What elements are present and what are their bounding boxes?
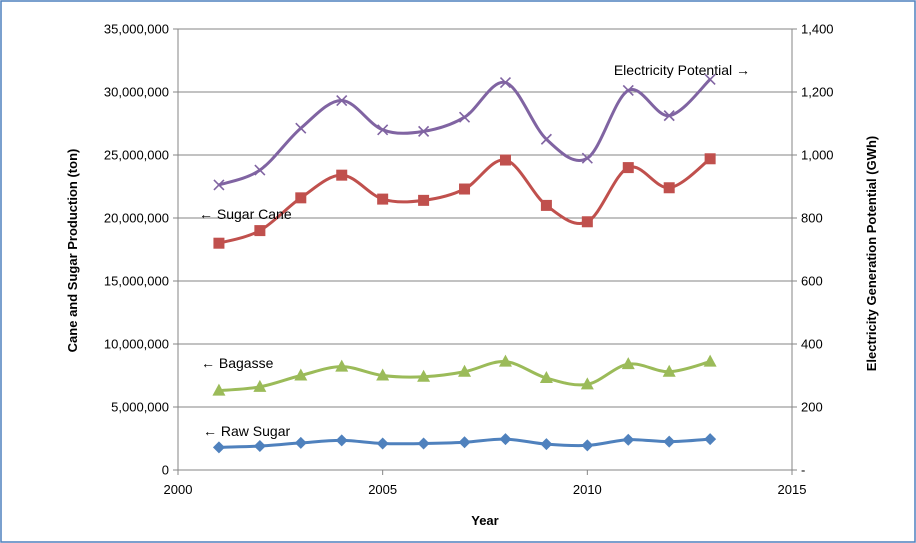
bagasse-point (621, 357, 635, 370)
y-axis-title: Cane and Sugar Production (ton) (65, 149, 80, 353)
electricity-potential-point (213, 179, 225, 191)
x-marker-stroke (418, 125, 430, 137)
electricity-potential-point (377, 124, 389, 136)
x-tick-label: 2010 (573, 482, 602, 497)
bagasse-point (458, 364, 472, 377)
sugar-cane-point (540, 199, 552, 211)
sugar-cane-point (622, 162, 634, 174)
x-marker-stroke (581, 152, 593, 164)
x-marker-stroke (295, 122, 307, 134)
y2-tick-label: - (801, 463, 805, 478)
raw-sugar-point (704, 433, 717, 446)
x-marker-stroke (622, 84, 634, 96)
raw-sugar-point (417, 437, 430, 450)
raw-sugar-point (253, 440, 266, 453)
x-marker-stroke (458, 111, 471, 123)
bagasse-point (212, 383, 226, 396)
x-axis-title: Year (471, 513, 498, 528)
raw-sugar-point (581, 439, 594, 452)
bagasse-point (539, 371, 553, 384)
sugar-cane-series (213, 153, 716, 249)
sugar-cane-point (254, 225, 266, 237)
electricity-potential-point (540, 133, 552, 145)
bagasse-point (662, 364, 676, 377)
sugar-cane-point (704, 153, 716, 165)
electricity-potential-point (254, 164, 266, 176)
y-tick-label: 10,000,000 (104, 337, 169, 352)
x-marker-stroke (663, 110, 675, 122)
raw-sugar-point (212, 441, 225, 454)
y-tick-label: 5,000,000 (111, 400, 169, 415)
raw-sugar-point (376, 437, 389, 450)
raw-sugar-label: ← Raw Sugar (203, 423, 290, 439)
y2-tick-label: 600 (801, 274, 823, 289)
raw-sugar-point (540, 438, 553, 451)
raw-sugar-point (622, 433, 635, 446)
raw-sugar-point (663, 435, 676, 448)
y-tick-label: 20,000,000 (104, 211, 169, 226)
x-marker-stroke (704, 73, 716, 85)
raw-sugar-point (294, 436, 307, 449)
raw-sugar-point (499, 433, 512, 446)
x-marker-stroke (254, 164, 266, 176)
x-tick-label: 2015 (778, 482, 807, 497)
sugar-cane-point (499, 154, 511, 166)
y-tick-label: 15,000,000 (104, 274, 169, 289)
y-tick-label: 0 (162, 463, 169, 478)
electricity-potential-point (704, 73, 716, 85)
y2-tick-label: 400 (801, 337, 823, 352)
raw-sugar-point (458, 436, 471, 449)
electricity-potential-point (418, 125, 430, 137)
sugar-cane-point (581, 216, 593, 228)
x-tick-label: 2005 (368, 482, 397, 497)
electricity-potential-point (458, 111, 471, 123)
bagasse-label: ← Bagasse (201, 355, 274, 371)
raw-sugar-point (335, 434, 348, 447)
bagasse-series (212, 354, 717, 396)
y2-tick-label: 1,000 (801, 148, 834, 163)
bagasse-point (335, 359, 349, 372)
x-marker-stroke (213, 179, 225, 191)
sugar-cane-point (295, 192, 307, 204)
bagasse-point (253, 379, 267, 392)
bagasse-point (376, 368, 390, 381)
x-marker-stroke (499, 76, 512, 89)
x-marker-stroke (377, 124, 389, 136)
x-tick-label: 2000 (164, 482, 193, 497)
raw-sugar-series (212, 433, 717, 454)
bagasse-point (498, 354, 512, 367)
electricity-potential-point (499, 76, 512, 89)
y-tick-label: 35,000,000 (104, 22, 169, 37)
sugar-cane-label: ← Sugar Cane (199, 206, 292, 222)
bagasse-point (417, 369, 431, 382)
y-tick-label: 30,000,000 (104, 85, 169, 100)
electricity-potential-series (213, 73, 716, 191)
bagasse-point (294, 368, 308, 381)
bagasse-point (703, 354, 717, 367)
electricity-potential-point (663, 110, 675, 122)
y2-tick-label: 1,200 (801, 85, 834, 100)
electricity-potential-point (581, 152, 593, 164)
sugar-cane-point (663, 182, 675, 194)
bagasse-point (580, 377, 594, 390)
sugar-cane-point (418, 194, 430, 206)
x-marker-stroke (336, 94, 348, 107)
electricity-potential-point (336, 94, 348, 107)
electricity-potential-label: Electricity Potential → (614, 62, 750, 78)
sugar-cane-point (459, 183, 471, 195)
sugar-cane-point (377, 193, 389, 205)
y2-tick-label: 200 (801, 400, 823, 415)
y2-axis-title: Electricity Generation Potential (GWh) (864, 136, 879, 371)
electricity-potential-point (622, 84, 634, 96)
y-tick-label: 25,000,000 (104, 148, 169, 163)
sugar-cane-point (336, 169, 348, 181)
y2-tick-label: 1,400 (801, 22, 834, 37)
y2-tick-label: 800 (801, 211, 823, 226)
sugar-cane-point (213, 237, 225, 249)
x-marker-stroke (540, 133, 552, 145)
electricity-potential-point (295, 122, 307, 134)
